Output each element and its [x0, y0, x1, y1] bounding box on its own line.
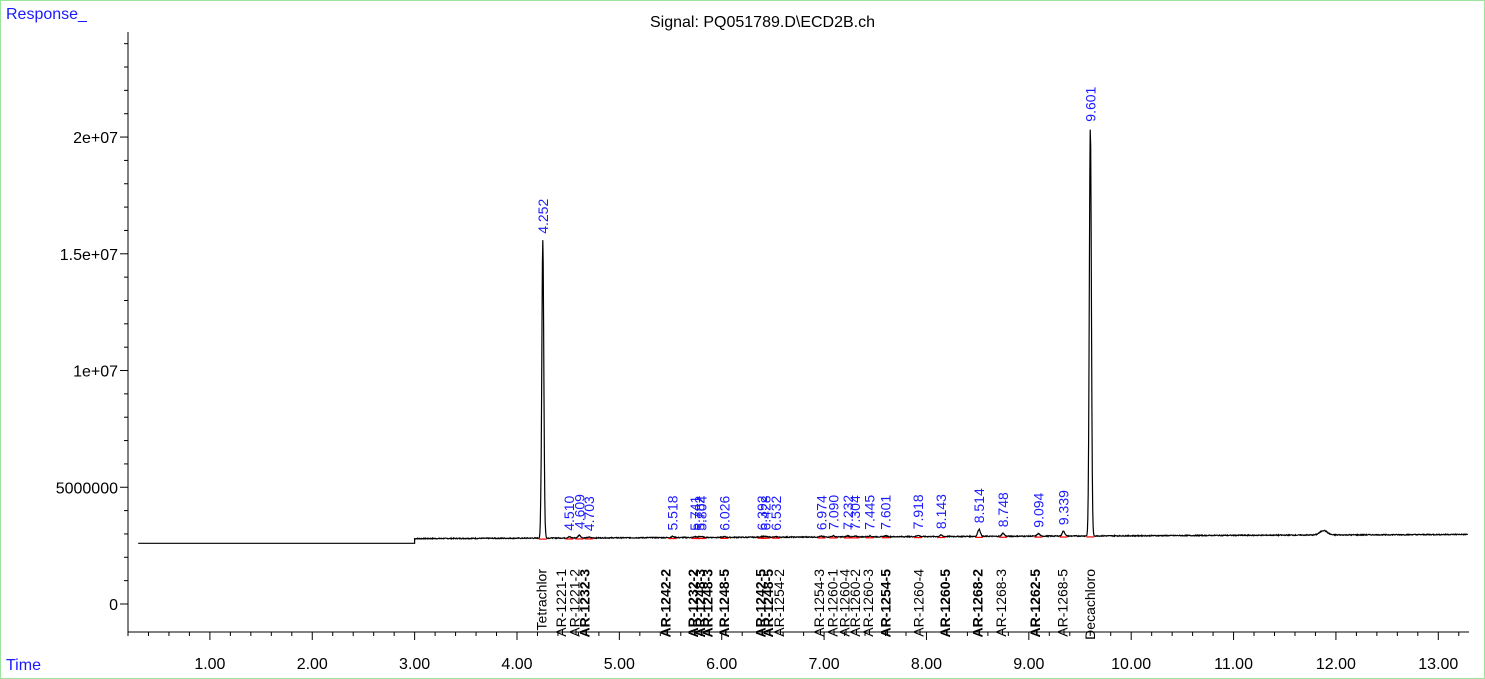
- peak-rt-label: 4.609: [571, 494, 587, 529]
- compound-label: AR-1242-2: [657, 569, 673, 638]
- x-tick-label: 4.00: [501, 656, 532, 673]
- compound-label: AR-1248-3: [692, 569, 708, 638]
- peak-rt-label: 4.252: [535, 199, 551, 234]
- y-tick-label: 1.5e+07: [60, 247, 118, 264]
- compound-label: AR-1254-2: [771, 569, 787, 637]
- peak-rt-label: 7.090: [825, 495, 841, 530]
- x-tick-label: 3.00: [399, 656, 430, 673]
- x-tick-label: 11.00: [1214, 656, 1253, 673]
- peak-rt-label: 7.445: [862, 495, 878, 530]
- peak-rt-label: 9.339: [1056, 490, 1072, 525]
- peak-rt-label: 6.974: [813, 495, 829, 530]
- compound-label: AR-1232-3: [577, 569, 593, 638]
- peak-rt-label: 8.143: [933, 494, 949, 529]
- peak-rt-label: 4.510: [561, 495, 577, 530]
- compound-label: AR-1242-5: [753, 569, 769, 638]
- compound-label: AR-1254-5: [878, 569, 894, 638]
- compound-label: AR-1248-5: [716, 569, 732, 638]
- compound-label: AR-1260-3: [860, 569, 876, 637]
- x-tick-label: 6.00: [706, 656, 737, 673]
- peak-rt-label: 5.741: [687, 495, 703, 530]
- peak-rt-label: 6.026: [716, 495, 732, 530]
- compound-label: AR-1268-3: [993, 569, 1009, 637]
- y-tick-label: 0: [109, 597, 118, 614]
- peak-rt-label: 6.392: [754, 495, 770, 530]
- compound-label: AR-1248-3: [699, 569, 715, 638]
- chart-title: Signal: PQ051789.D\ECD2B.ch: [650, 14, 876, 31]
- peak-rt-label: 7.601: [878, 495, 894, 530]
- peak-rt-label: 7.232: [840, 495, 856, 530]
- x-tick-label: 2.00: [297, 656, 328, 673]
- x-tick-label: 5.00: [604, 656, 635, 673]
- compound-label: AR-1262-5: [1027, 569, 1043, 638]
- compound-label: AR-1260-4: [910, 569, 926, 637]
- chromatogram-trace: [138, 129, 1469, 544]
- x-tick-label: 7.00: [809, 656, 840, 673]
- y-tick-label: 2e+07: [73, 130, 118, 147]
- compound-label: AR-1268-2: [970, 569, 986, 638]
- compound-label: Decachloro: [1082, 569, 1098, 640]
- peak-rt-label: 5.782: [691, 495, 707, 530]
- x-tick-label: 9.00: [1013, 656, 1044, 673]
- compound-label: AR-1260-2: [847, 569, 863, 637]
- compound-label: AR-1221-1: [553, 569, 569, 637]
- x-tick-label: 13.00: [1418, 656, 1458, 673]
- compound-label: AR-1260-1: [824, 569, 840, 637]
- compound-label: AR-1260-5: [937, 569, 953, 638]
- x-tick-label: 12.00: [1316, 656, 1356, 673]
- peak-rt-label: 8.514: [971, 488, 987, 523]
- x-tick-label: 1.00: [194, 656, 225, 673]
- compound-label: AR-1221-2: [566, 569, 582, 637]
- peak-rt-label: 8.748: [995, 492, 1011, 527]
- peak-rt-label: 7.918: [910, 494, 926, 529]
- compound-label: AR-1248-5: [760, 569, 776, 638]
- peak-rt-label: 6.428: [758, 495, 774, 530]
- compound-label: AR-1260-4: [837, 569, 853, 637]
- compound-label: AR-1268-5: [1055, 569, 1071, 637]
- peak-rt-label: 5.518: [664, 495, 680, 530]
- peak-rt-label: 6.532: [768, 495, 784, 530]
- peak-rt-label: 7.304: [847, 495, 863, 530]
- compound-label: AR-1232-2: [685, 569, 701, 638]
- y-tick-label: 5000000: [56, 480, 118, 497]
- compound-label: AR-1254-3: [811, 569, 827, 637]
- y-axis-label: Response_: [6, 6, 87, 23]
- x-tick-label: 10.00: [1111, 656, 1151, 673]
- x-tick-label: 8.00: [911, 656, 942, 673]
- compound-label: Tetrachlor: [534, 569, 550, 631]
- x-axis-label: Time: [6, 657, 41, 674]
- y-tick-label: 1e+07: [73, 364, 118, 381]
- peak-rt-label: 5.804: [694, 495, 710, 530]
- peak-rt-label: 4.703: [581, 496, 597, 531]
- peak-rt-label: 9.094: [1030, 492, 1046, 527]
- peak-rt-label: 9.601: [1082, 86, 1098, 121]
